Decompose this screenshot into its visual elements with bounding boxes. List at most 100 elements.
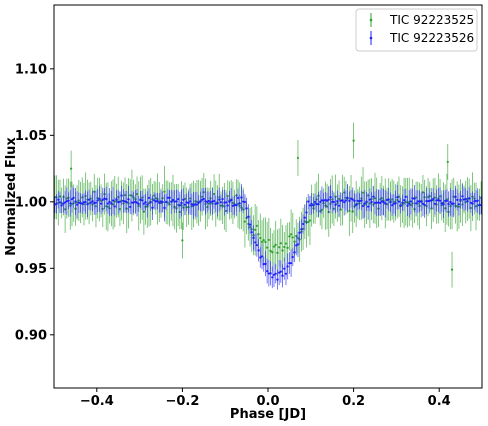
legend-marker-green — [369, 18, 373, 22]
tic-92223526-point — [240, 196, 243, 199]
tic-92223526-point — [238, 202, 241, 205]
tic-92223526-point — [428, 199, 431, 202]
tic-92223526-point — [430, 199, 433, 202]
tic-92223526-point — [437, 198, 440, 202]
tic-92223526-point — [262, 263, 265, 266]
y-tick-label: 1.00 — [15, 195, 47, 210]
tic-92223526-point — [432, 197, 435, 200]
tic-92223526-point — [190, 203, 193, 206]
tic-92223526-point — [175, 200, 178, 203]
tic-92223526-point — [69, 202, 72, 205]
x-tick-label: 0.4 — [428, 394, 451, 409]
tic-92223526-point — [269, 272, 272, 275]
tic-92223526-point — [65, 200, 68, 203]
tic-92223526-point — [82, 201, 86, 204]
legend: TIC 92223525 TIC 92223526 — [355, 8, 478, 52]
tic-92223526-point — [218, 198, 221, 201]
tic-92223525-point — [259, 236, 262, 240]
tic-92223526-point — [413, 197, 416, 200]
tic-92223526-point — [192, 204, 195, 207]
tic-92223526-point — [146, 203, 149, 206]
tic-92223526-point — [134, 200, 137, 203]
tic-92223526-point — [308, 204, 312, 207]
tic-92223526-point — [212, 200, 216, 203]
tic-92223526-point — [197, 201, 200, 204]
tic-92223526-point — [361, 204, 365, 208]
tic-92223526-point — [459, 198, 462, 201]
y-tick-label: 0.90 — [15, 328, 47, 343]
tic-92223525-point — [257, 233, 260, 236]
tic-92223526-point — [394, 202, 397, 205]
tic-92223525-point — [276, 251, 279, 254]
tic-92223526-point — [355, 203, 358, 207]
tic-92223525-point — [254, 228, 257, 231]
tic-92223526-point — [284, 272, 288, 275]
tic-92223526-point — [373, 201, 377, 204]
tic-92223526-point — [235, 203, 238, 207]
tic-92223526-point — [411, 197, 414, 200]
tic-92223525-point — [296, 156, 300, 160]
tic-92223526-point — [464, 197, 467, 201]
tic-92223525-point — [339, 208, 342, 211]
tic-92223526-point — [209, 201, 212, 204]
tic-92223525-point — [278, 246, 281, 249]
tic-92223526-point — [224, 201, 228, 204]
tic-92223526-point — [77, 201, 80, 204]
tic-92223526-point — [96, 199, 99, 202]
tic-92223526-point — [76, 203, 79, 206]
tic-92223525-point — [181, 239, 184, 242]
tic-92223526-point — [473, 200, 476, 203]
tic-92223526-point — [433, 202, 437, 205]
tic-92223526-point — [260, 255, 264, 258]
legend-label-tic-92223526: TIC 92223526 — [389, 31, 474, 45]
tic-92223526-point — [375, 201, 378, 204]
tic-92223526-point — [295, 244, 298, 247]
tic-92223526-point — [421, 202, 425, 205]
tic-92223525-point — [243, 220, 246, 223]
y-tick-label: 0.95 — [15, 262, 47, 277]
tic-92223526-point — [320, 199, 324, 202]
tic-92223526-point — [118, 200, 122, 203]
tic-92223526-point — [117, 200, 120, 204]
tic-92223526-point — [414, 202, 418, 205]
tic-92223525-point — [283, 245, 286, 249]
tic-92223526-point — [409, 200, 413, 203]
tic-92223526-point — [182, 198, 185, 201]
tic-92223526-point — [250, 231, 253, 234]
tic-92223526-point — [233, 204, 236, 207]
tic-92223526-point — [252, 236, 255, 239]
tic-92223525-point — [269, 249, 272, 252]
y-axis-ticks: 0.90 0.95 1.00 1.05 1.10 — [15, 62, 54, 343]
tic-92223526-point — [382, 201, 385, 204]
tic-92223526-point — [221, 197, 224, 201]
tic-92223526-point — [79, 201, 82, 205]
tic-92223526-point — [423, 203, 426, 206]
tic-92223526-point — [399, 204, 402, 207]
tic-92223526-point — [177, 198, 180, 201]
tic-92223526-point — [276, 278, 279, 281]
tic-92223525-point — [450, 268, 454, 271]
tic-92223525-point — [266, 246, 269, 249]
tic-92223526-point — [139, 198, 142, 201]
tic-92223526-point — [185, 201, 188, 204]
tic-92223526-point — [387, 198, 390, 201]
tic-92223526-point — [291, 255, 294, 259]
tic-92223526-point — [207, 199, 211, 202]
tic-92223526-point — [60, 204, 63, 207]
tic-92223526-point — [132, 201, 135, 204]
x-axis-ticks: −0.4 −0.2 0.0 0.2 0.4 — [80, 388, 451, 409]
tic-92223526-point — [206, 200, 209, 204]
tic-92223526-point — [84, 200, 87, 204]
x-tick-label: 0.0 — [256, 394, 279, 409]
tic-92223526-point — [202, 197, 205, 201]
tic-92223526-point — [70, 198, 74, 201]
tic-92223526-point — [365, 200, 368, 203]
tic-92223525-point — [308, 219, 312, 222]
tic-92223526-point — [180, 201, 183, 205]
tic-92223526-point — [254, 241, 257, 244]
tic-92223526-point — [392, 202, 395, 205]
y-tick-label: 1.05 — [15, 129, 47, 144]
tic-92223526-point — [337, 204, 341, 207]
tic-92223526-point — [288, 261, 291, 265]
